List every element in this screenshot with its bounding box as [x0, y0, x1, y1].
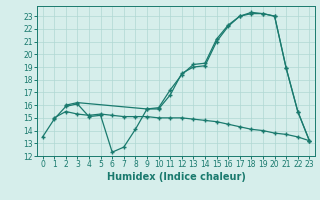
X-axis label: Humidex (Indice chaleur): Humidex (Indice chaleur)	[107, 172, 245, 182]
